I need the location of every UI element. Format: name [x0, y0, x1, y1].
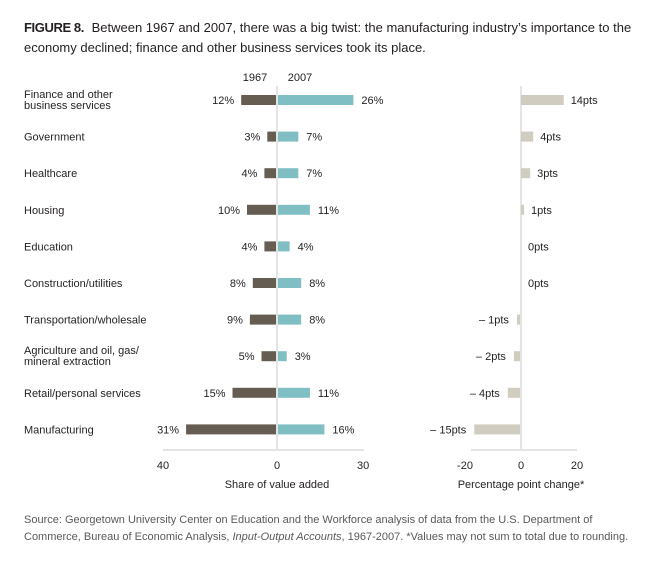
change-bar — [513, 351, 520, 362]
bar-1967 — [241, 95, 276, 105]
bar-2007 — [278, 95, 354, 105]
label-2007: 26% — [361, 95, 383, 107]
bar-2007 — [278, 241, 290, 252]
figure-caption: FIGURE 8. Between 1967 and 2007, there w… — [24, 18, 634, 58]
source-suffix: , 1967-2007. *Values may not sum to tota… — [341, 531, 629, 543]
label-1967: 3% — [244, 132, 260, 144]
change-label: 14pts — [571, 95, 598, 107]
bar-1967 — [267, 131, 276, 142]
change-bar — [521, 131, 534, 142]
bar-2007 — [278, 204, 310, 215]
category-label: Agriculture and oil, gas/mineral extract… — [24, 345, 140, 368]
bar-1967 — [261, 351, 276, 362]
change-label: 4pts — [540, 132, 561, 144]
category-label: Education — [24, 241, 73, 253]
category-labels: Finance and other business services Govern… — [24, 89, 147, 436]
label-1967: 8% — [230, 278, 246, 290]
category-label: Transportation/wholesale — [24, 315, 147, 327]
change-label: – 2pts — [476, 351, 506, 363]
label-1967: 4% — [241, 168, 257, 180]
header-2007: 2007 — [288, 72, 312, 84]
label-2007: 16% — [332, 424, 354, 436]
change-bar — [521, 95, 564, 105]
category-label: Healthcare — [24, 168, 77, 180]
change-x-label: Percentage point change* — [458, 479, 585, 491]
label-2007: 3% — [295, 351, 311, 363]
bar-1967 — [247, 204, 276, 215]
change-label: – 1pts — [479, 315, 509, 327]
bar-1967 — [249, 314, 276, 325]
header-1967: 1967 — [243, 72, 267, 84]
figure-title: Between 1967 and 2007, there was a big t… — [24, 20, 632, 55]
label-2007: 7% — [306, 132, 322, 144]
change-label: 0pts — [528, 278, 549, 290]
share-chart: 12% 26% 3% 7% 4% 7% 10% 11% 4% 4% 8% 8% 9% 8% 5% 3% 15% 1… — [157, 86, 384, 491]
share-tick-label: 0 — [274, 460, 280, 472]
label-1967: 12% — [212, 95, 234, 107]
bar-1967 — [186, 424, 276, 435]
label-1967: 31% — [157, 424, 179, 436]
change-label: – 15pts — [430, 424, 467, 436]
label-2007: 4% — [298, 241, 314, 253]
change-bar — [521, 204, 525, 215]
bar-2007 — [278, 131, 299, 142]
change-bar — [474, 424, 520, 435]
share-tick-label: 30 — [357, 460, 369, 472]
change-tick-label: 20 — [571, 460, 583, 472]
label-2007: 7% — [306, 168, 322, 180]
category-label: Housing — [24, 205, 64, 217]
category-label: Construction/utilities — [24, 278, 123, 290]
share-x-label: Share of value added — [225, 479, 330, 491]
bar-2007 — [278, 424, 325, 435]
change-label: 0pts — [528, 241, 549, 253]
change-bar — [507, 387, 520, 398]
category-label: Government — [24, 132, 85, 144]
change-label: 1pts — [531, 205, 552, 217]
change-bar — [521, 168, 531, 179]
bar-2007 — [278, 278, 302, 288]
label-1967: 15% — [203, 388, 225, 400]
change-label: – 4pts — [470, 388, 500, 400]
bar-1967 — [264, 168, 276, 179]
label-2007: 11% — [318, 388, 339, 400]
change-bar — [516, 314, 520, 325]
change-tick-label: 0 — [518, 460, 524, 472]
label-2007: 8% — [309, 278, 325, 290]
category-label: Finance and other business services — [24, 89, 113, 112]
change-chart: 14pts 4pts 3pts 1pts 0pts 0pts – 1pts – 2pts – 4… — [430, 86, 598, 491]
change-label: 3pts — [537, 168, 558, 180]
label-1967: 9% — [227, 315, 243, 327]
bar-2007 — [278, 387, 310, 398]
bar-2007 — [278, 168, 299, 179]
bar-1967 — [252, 278, 276, 288]
chart: 1967 2007 Finance and other business servi… — [24, 72, 598, 491]
bar-2007 — [278, 351, 287, 362]
source-prefix: Source: Georgetown University Center on … — [24, 514, 593, 543]
bar-2007 — [278, 314, 302, 325]
bar-1967 — [264, 241, 276, 252]
column-headers: 1967 2007 — [243, 72, 312, 84]
bar-1967 — [232, 387, 276, 398]
source-italic: Input-Output Accounts — [232, 531, 342, 543]
figure-label: FIGURE 8. — [24, 20, 84, 35]
source-note: Source: Georgetown University Center on … — [24, 512, 644, 546]
label-2007: 8% — [309, 315, 325, 327]
change-tick-label: -20 — [457, 460, 473, 472]
label-1967: 10% — [218, 205, 240, 217]
share-tick-label: 40 — [157, 460, 169, 472]
label-1967: 4% — [241, 241, 257, 253]
category-label: Manufacturing — [24, 424, 94, 436]
category-label: Retail/personal services — [24, 388, 141, 400]
label-1967: 5% — [239, 351, 255, 363]
label-2007: 11% — [318, 205, 339, 217]
